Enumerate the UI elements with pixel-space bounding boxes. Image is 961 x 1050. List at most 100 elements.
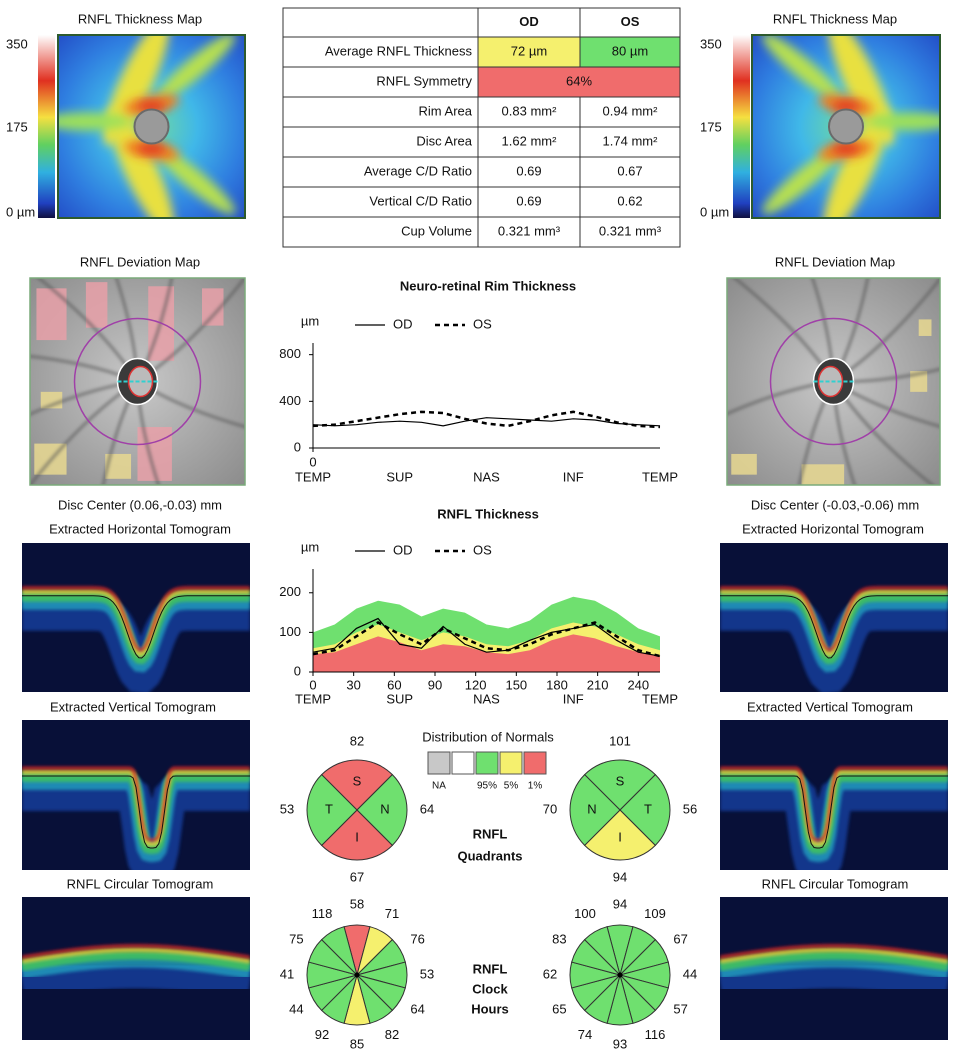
quadrant-value: 64 xyxy=(420,801,434,816)
region-label: NAS xyxy=(473,691,500,706)
deviation-patch xyxy=(202,288,224,326)
chart-title: Neuro-retinal Rim Thickness xyxy=(400,278,576,293)
y-tick-label: 200 xyxy=(279,584,301,599)
panel-title: Extracted Horizontal Tomogram xyxy=(49,521,231,536)
x-tick-label: 30 xyxy=(346,677,360,692)
cell-value: 0.67 xyxy=(617,163,642,178)
boundary-line xyxy=(22,775,250,849)
x-tick-label: 60 xyxy=(387,677,401,692)
column-header: OD xyxy=(519,14,539,29)
table-cell xyxy=(477,66,681,98)
y-tick-label: 0 xyxy=(294,663,301,678)
series-line xyxy=(312,617,661,657)
cell-value: 0.62 xyxy=(617,193,642,208)
series-line xyxy=(312,410,661,429)
cell-value: 80 µm xyxy=(612,43,648,58)
image xyxy=(720,543,948,692)
clock-value: 109 xyxy=(644,906,666,921)
row-label: Vertical C/D Ratio xyxy=(369,193,472,208)
cell-value: 0.69 xyxy=(516,193,541,208)
cell-value: 72 µm xyxy=(511,43,547,58)
panel-title: RNFL Deviation Map xyxy=(775,254,895,269)
map-blob xyxy=(137,101,166,112)
map-blob xyxy=(58,112,132,131)
clock-value: 44 xyxy=(683,966,697,981)
quadrant-sector xyxy=(583,809,657,861)
retina-layer xyxy=(22,766,250,842)
boundary-line xyxy=(720,775,948,849)
quadrant-value: 56 xyxy=(683,801,697,816)
row-label: Average RNFL Thickness xyxy=(325,43,473,58)
quadrant-letter: T xyxy=(644,801,652,816)
map-frame xyxy=(57,34,246,219)
series-line xyxy=(312,417,661,427)
image xyxy=(22,897,250,1040)
clock-value: 71 xyxy=(385,906,399,921)
cell-value: 1.62 mm² xyxy=(502,133,558,148)
row-label: Cup Volume xyxy=(401,223,472,238)
color-scale xyxy=(38,35,55,218)
quadrant-title: RNFL xyxy=(473,826,508,841)
quadrant-sector xyxy=(569,773,621,847)
quadrant-sector xyxy=(356,773,408,847)
legend-label: OD xyxy=(393,542,413,557)
column-header: OS xyxy=(621,14,640,29)
disc-center: Disc Center (0.06,-0.03) mm xyxy=(58,497,222,512)
optic-disc xyxy=(133,108,170,145)
table-cell xyxy=(477,216,581,248)
table-header-cell xyxy=(282,7,479,38)
optic-disc xyxy=(828,108,864,145)
table-label-cell xyxy=(282,186,479,218)
quadrant-letter: N xyxy=(380,801,389,816)
y-tick-label: 800 xyxy=(279,346,301,361)
cell-value: 0.69 xyxy=(516,163,541,178)
x-tick-label: 240 xyxy=(627,677,649,692)
clock-title: Hours xyxy=(471,1001,509,1016)
clock-value: 64 xyxy=(410,1001,424,1016)
retina-layer xyxy=(720,591,948,665)
retina-layer xyxy=(22,947,250,964)
scale-label: 350 xyxy=(6,36,28,51)
clock-sector xyxy=(583,926,621,977)
clock-sector xyxy=(320,926,358,977)
cell-value: 0.321 mm³ xyxy=(498,223,561,238)
map-frame xyxy=(726,277,941,486)
scale-label: 175 xyxy=(6,119,28,134)
image xyxy=(752,35,940,218)
legend-swatch xyxy=(427,751,451,775)
clock-value: 75 xyxy=(289,931,303,946)
retina-layer xyxy=(22,596,250,692)
region-label: TEMP xyxy=(642,691,678,706)
region-label: TEMP xyxy=(642,469,678,484)
table-label-cell xyxy=(282,156,479,188)
quadrant-sector xyxy=(306,773,358,847)
map-frame xyxy=(29,277,246,486)
clock-value: 92 xyxy=(315,1027,329,1042)
x-tick-label: 0 xyxy=(309,677,316,692)
clock-value: 76 xyxy=(410,931,424,946)
clock-value: 83 xyxy=(552,931,566,946)
region-label: TEMP xyxy=(295,469,331,484)
image xyxy=(22,543,250,692)
clock-value: 65 xyxy=(552,1001,566,1016)
table-label-cell xyxy=(282,96,479,128)
image xyxy=(22,720,250,870)
legend-title: Distribution of Normals xyxy=(422,729,554,744)
table-header-cell xyxy=(579,7,681,38)
legend-swatch xyxy=(523,751,547,775)
map-blob xyxy=(866,112,940,131)
scale-label: 0 µm xyxy=(700,204,729,219)
table-cell xyxy=(579,156,681,188)
clock-value: 67 xyxy=(673,931,687,946)
table-label-cell xyxy=(282,66,479,98)
quadrant-letter: S xyxy=(353,773,362,788)
x-tick-label: 210 xyxy=(587,677,609,692)
legend-label: 1% xyxy=(528,781,543,792)
scale-label: 0 µm xyxy=(6,204,35,219)
y-tick-label: 0 xyxy=(294,439,301,454)
panel-title: Extracted Horizontal Tomogram xyxy=(742,521,924,536)
map-blob xyxy=(157,35,236,100)
x-tick-label: 180 xyxy=(546,677,568,692)
retina-layer xyxy=(22,944,250,959)
deviation-patch xyxy=(910,371,928,392)
